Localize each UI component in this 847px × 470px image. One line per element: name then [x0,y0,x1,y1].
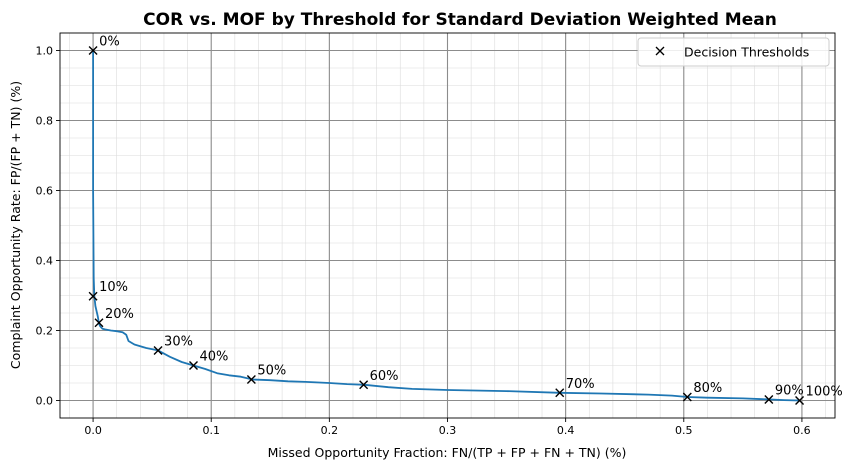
x-tick-label: 0.6 [793,424,811,437]
cor-mof-curve [92,50,800,402]
legend-x-marker-icon [655,46,665,56]
y-tick-label: 1.0 [36,45,54,58]
threshold-markers: 0% 10% 20% 30% 40% 50% 60% 70% 80% 90% 100% [88,35,843,405]
threshold-label: 0% [99,35,120,50]
threshold-marker [94,318,104,328]
threshold-marker [153,345,163,355]
legend-label: Decision Thresholds [684,45,809,60]
axis-ticks: 0.0 0.1 0.2 0.3 0.4 0.5 0.6 0.0 0.2 0.4 0.6 0.8 1.0 [36,45,811,438]
y-tick-label: 0.0 [36,395,54,408]
threshold-marker-stroke [153,345,163,355]
legend-box [637,37,830,67]
x-tick-label: 0.0 [84,424,102,437]
threshold-marker-stroke [764,394,774,404]
threshold-marker [359,380,369,390]
threshold-marker-stroke [94,318,104,328]
y-tick-label: 0.2 [36,325,54,338]
threshold-marker-stroke [189,361,198,370]
threshold-marker [246,375,256,384]
threshold-marker [764,394,774,404]
threshold-label: 90% [775,383,804,398]
threshold-marker-stroke [682,392,692,402]
threshold-marker-stroke [88,46,98,55]
threshold-label: 100% [806,385,843,400]
x-axis-label: Missed Opportunity Fraction: FN/(TP + FP… [268,445,627,460]
y-axis-label: Complaint Opportunity Rate: FP/(FP + TN)… [8,81,23,369]
y-tick-label: 0.8 [36,115,54,128]
threshold-label: 40% [199,350,228,365]
threshold-marker-stroke [359,380,369,390]
threshold-marker [682,392,692,402]
legend: Decision Thresholds [637,37,830,67]
threshold-marker-stroke [795,396,805,405]
series-layer [92,50,800,402]
threshold-marker-stroke [555,388,565,398]
threshold-marker-stroke [88,291,98,301]
threshold-label: 30% [164,334,193,349]
threshold-label: 80% [693,381,722,396]
threshold-marker-stroke [246,375,256,384]
x-tick-label: 0.3 [439,424,457,437]
threshold-label: 10% [99,280,128,295]
x-tick-label: 0.5 [675,424,693,437]
y-tick-label: 0.6 [36,185,54,198]
threshold-label: 70% [566,377,595,392]
x-tick-label: 0.2 [321,424,339,437]
threshold-label: 20% [105,307,134,322]
threshold-marker [555,388,565,398]
x-tick-label: 0.1 [202,424,220,437]
threshold-marker [795,396,805,405]
threshold-marker [88,291,98,301]
threshold-label: 60% [370,369,399,384]
threshold-marker [189,361,198,370]
x-tick-label: 0.4 [557,424,575,437]
threshold-marker [88,46,98,55]
chart-title: COR vs. MOF by Threshold for Standard De… [143,10,777,30]
threshold-label: 50% [257,364,286,379]
y-tick-label: 0.4 [36,255,54,268]
